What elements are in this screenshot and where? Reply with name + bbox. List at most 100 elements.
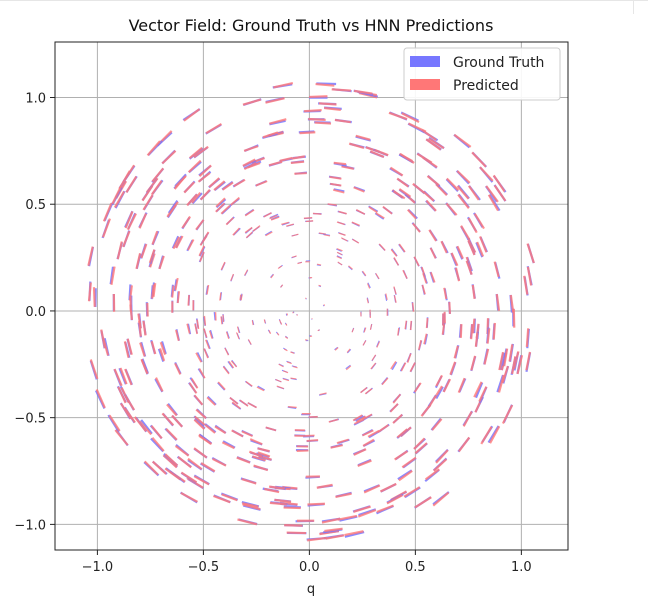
predicted-arrow — [493, 261, 500, 278]
predicted-arrow — [367, 283, 371, 289]
x-tick-label-0: −1.0 — [82, 560, 114, 575]
predicted-arrow — [366, 298, 369, 304]
predicted-arrow — [330, 444, 343, 449]
predicted-arrow — [370, 362, 377, 370]
predicted-arrow — [235, 332, 240, 340]
predicted-arrow — [270, 274, 275, 279]
predicted-arrow — [465, 260, 473, 276]
predicted-arrow — [138, 213, 148, 229]
predicted-arrow — [199, 189, 211, 201]
predicted-arrow — [120, 402, 132, 420]
predicted-arrow — [393, 295, 397, 303]
predicted-arrow — [203, 328, 208, 338]
predicted-arrow — [346, 348, 351, 353]
predicted-arrow — [406, 353, 412, 363]
predicted-arrow — [205, 339, 210, 349]
predicted-arrow — [283, 348, 288, 352]
predicted-arrow — [525, 328, 530, 348]
predicted-arrow — [526, 243, 535, 264]
predicted-arrow — [337, 261, 343, 266]
predicted-arrow — [425, 138, 442, 151]
predicted-arrow — [189, 146, 203, 159]
predicted-arrow — [442, 378, 452, 393]
predicted-arrow — [201, 231, 210, 243]
predicted-arrow — [286, 361, 292, 365]
predicted-arrow — [281, 221, 289, 225]
y-tick-label-3: 0.5 — [25, 198, 46, 213]
ground-truth-arrow — [384, 294, 388, 302]
predicted-arrow — [194, 415, 206, 426]
predicted-arrow — [257, 447, 270, 453]
predicted-arrow — [487, 194, 500, 212]
predicted-arrow — [257, 451, 271, 458]
predicted-arrow — [352, 414, 363, 422]
predicted-arrow — [151, 167, 165, 183]
predicted-arrow — [114, 429, 129, 446]
predicted-arrow — [445, 202, 458, 216]
predicted-arrow — [369, 150, 385, 158]
ground-truth-arrow — [345, 364, 351, 370]
predicted-arrow — [232, 227, 240, 236]
predicted-arrow — [324, 527, 343, 533]
predicted-arrow — [284, 524, 303, 527]
predicted-arrow — [122, 164, 136, 183]
predicted-arrow — [225, 331, 230, 340]
predicted-arrow — [154, 377, 164, 392]
predicted-arrow — [140, 243, 148, 259]
predicted-arrow — [273, 82, 294, 89]
predicted-arrow — [413, 256, 420, 267]
predicted-arrow — [308, 117, 326, 122]
predicted-arrow — [394, 450, 409, 461]
predicted-arrow — [470, 355, 477, 371]
predicted-arrow — [275, 378, 282, 383]
predicted-arrow — [286, 531, 307, 535]
predicted-arrow — [307, 536, 327, 542]
window-right-border — [633, 0, 634, 14]
predicted-arrow — [256, 386, 265, 392]
predicted-arrow — [453, 345, 459, 359]
predicted-arrow — [206, 284, 210, 295]
ground-truth-arrow — [391, 361, 398, 371]
predicted-arrow — [143, 460, 159, 476]
predicted-arrow — [277, 265, 283, 270]
predicted-arrow — [135, 252, 142, 270]
predicted-arrow — [331, 88, 352, 92]
predicted-arrow — [187, 239, 195, 251]
predicted-arrow — [325, 534, 345, 540]
predicted-arrow — [255, 180, 268, 187]
predicted-arrow — [285, 323, 288, 326]
predicted-arrow — [231, 401, 241, 410]
predicted-arrow — [403, 486, 421, 498]
predicted-arrow — [124, 368, 133, 386]
predicted-arrow — [180, 491, 198, 503]
predicted-arrow — [526, 266, 533, 286]
predicted-arrow — [449, 361, 457, 376]
predicted-arrow — [390, 249, 398, 257]
predicted-arrow — [191, 191, 202, 204]
predicted-arrow — [175, 329, 180, 341]
predicted-arrow — [356, 415, 367, 423]
predicted-arrow — [321, 517, 341, 524]
predicted-arrow — [363, 327, 367, 333]
predicted-arrow — [492, 322, 496, 340]
predicted-arrow — [398, 243, 406, 253]
predicted-arrow — [317, 263, 322, 266]
predicted-arrow — [364, 388, 373, 395]
predicted-arrow — [397, 327, 400, 336]
predicted-arrow — [328, 418, 339, 423]
legend: Ground Truth Predicted — [403, 47, 561, 101]
predicted-arrow — [138, 320, 142, 337]
predicted-arrow — [393, 257, 400, 266]
predicted-arrow — [376, 341, 381, 348]
predicted-arrow — [450, 252, 459, 267]
predicted-arrow — [404, 320, 408, 330]
predicted-arrow — [285, 336, 289, 339]
predicted-arrow — [194, 323, 198, 335]
predicted-arrow — [379, 482, 397, 493]
predicted-arrow — [471, 151, 487, 168]
predicted-arrow — [174, 445, 190, 457]
quiver-arrows — [87, 82, 535, 542]
predicted-arrow — [291, 155, 306, 160]
predicted-arrow — [262, 131, 279, 139]
predicted-arrow — [217, 381, 226, 391]
